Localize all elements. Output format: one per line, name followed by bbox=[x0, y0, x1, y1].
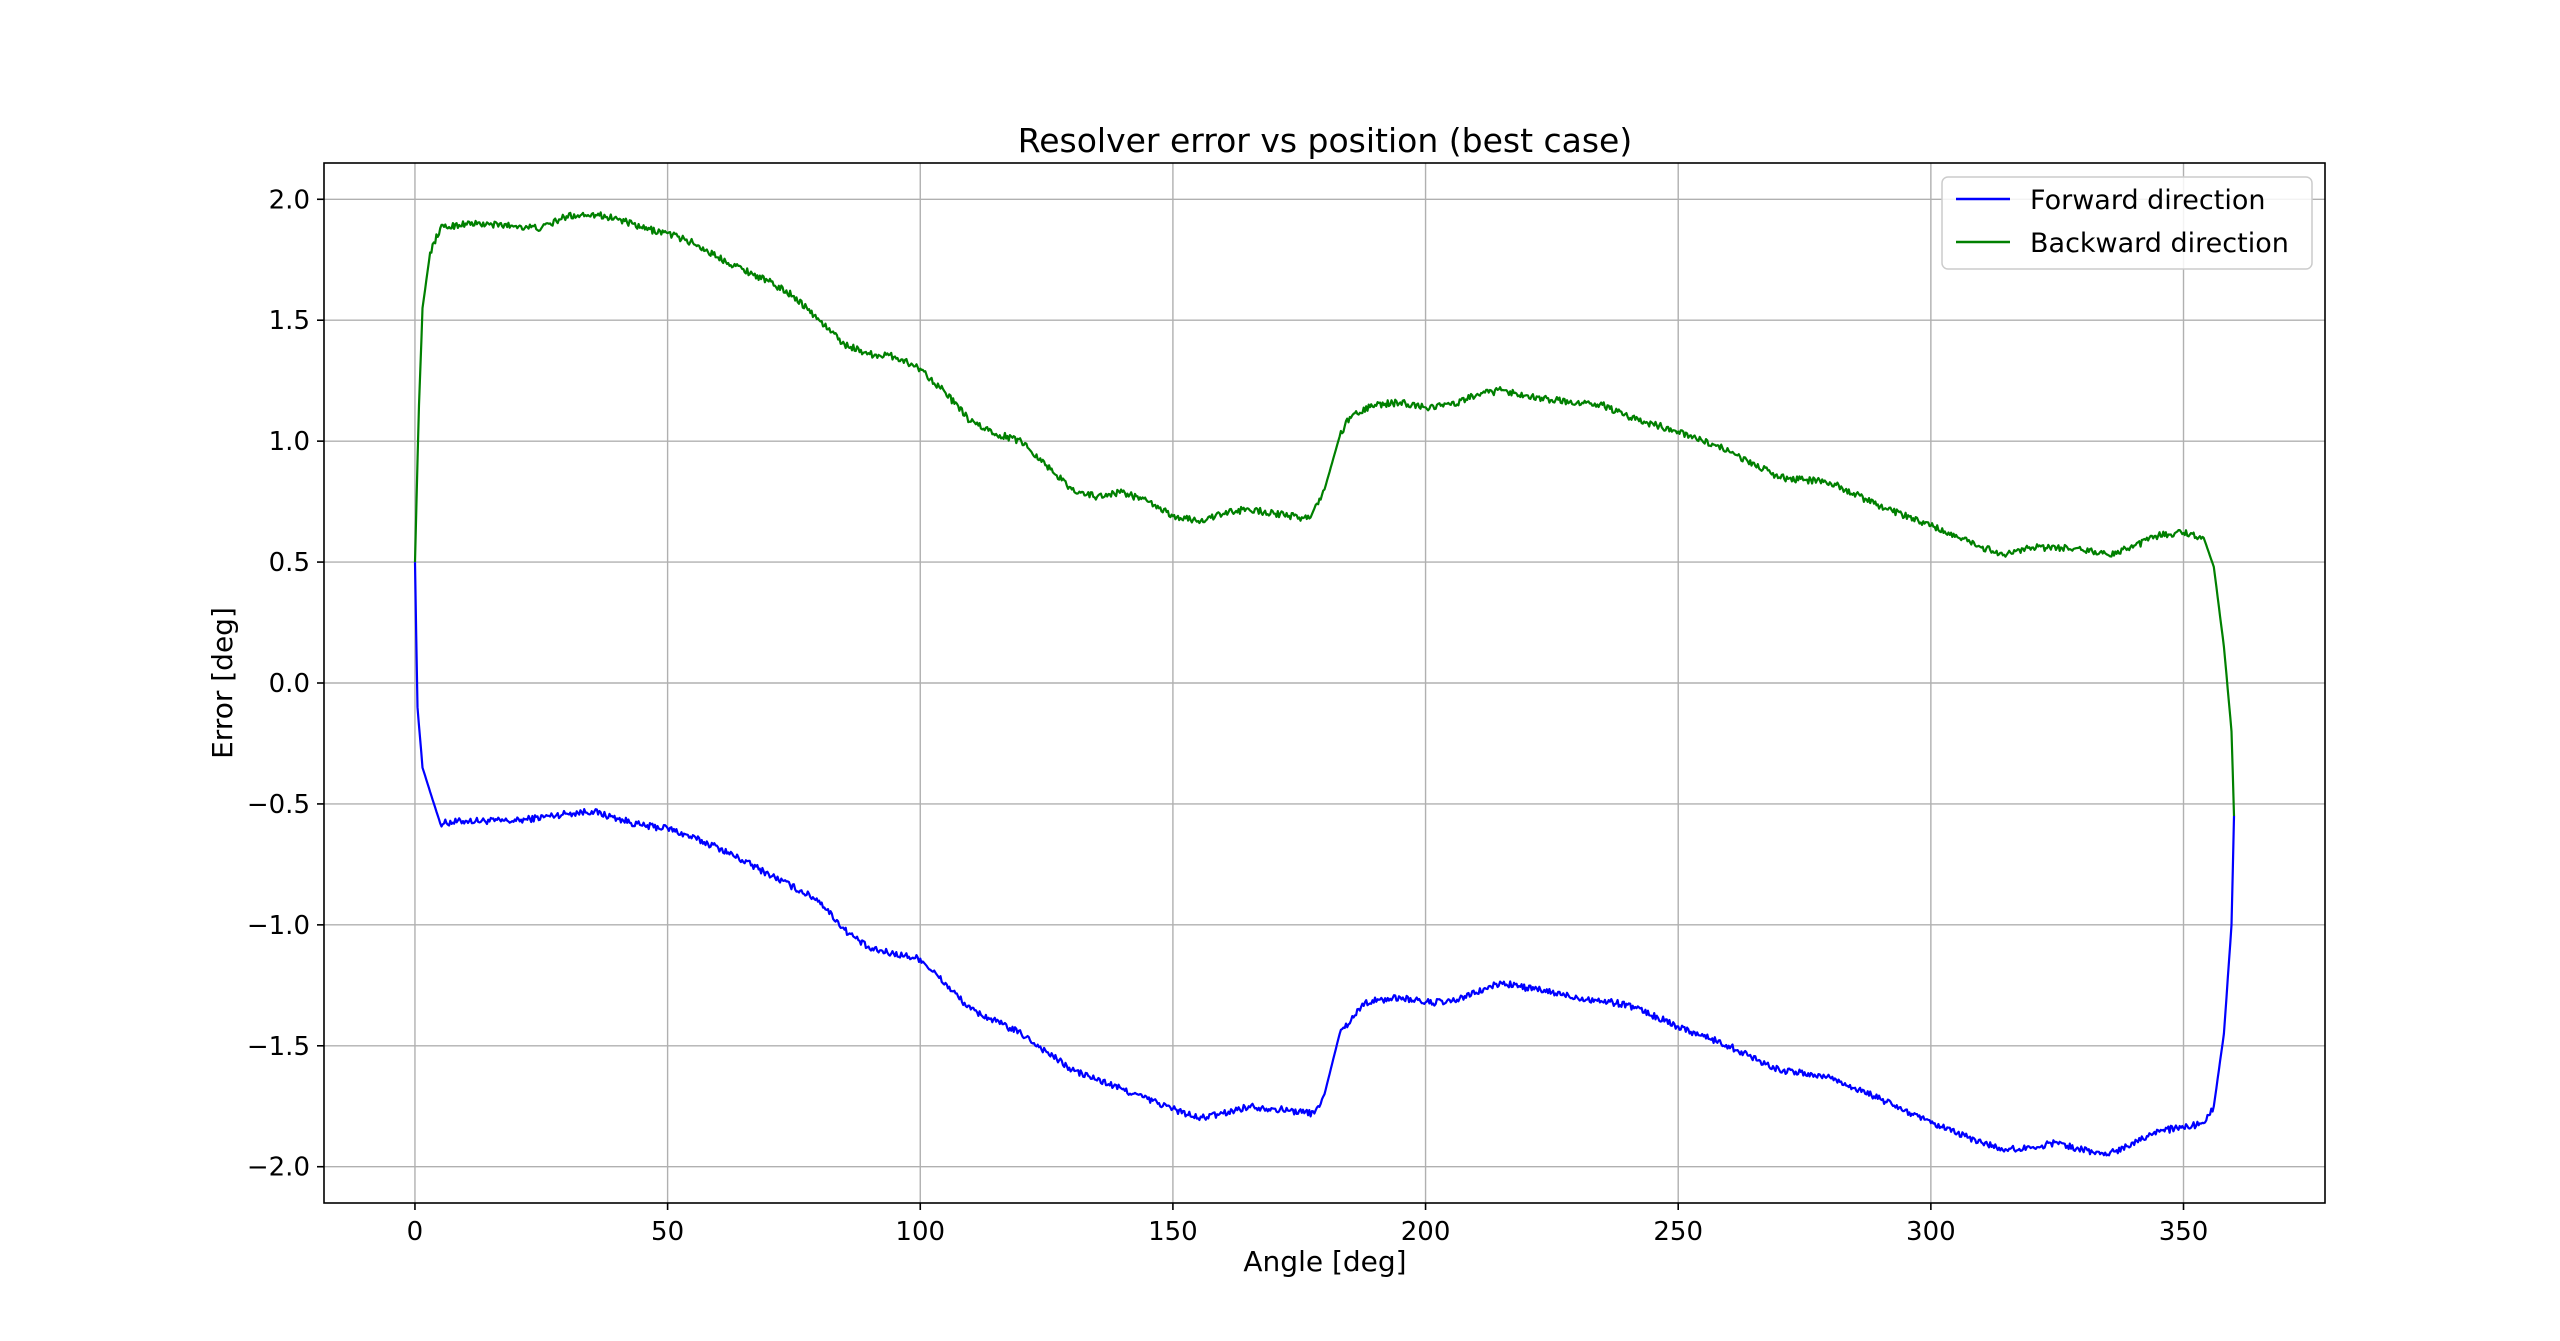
x-axis-ticks: 0 50 100 150 200 250 300 350 bbox=[407, 1203, 2209, 1247]
series-line-backward-direction bbox=[413, 211, 2236, 817]
y-tick-label: 1.0 bbox=[269, 427, 310, 457]
x-axis-label: Angle [deg] bbox=[1243, 1245, 1406, 1278]
y-tick-label: −1.0 bbox=[247, 911, 310, 941]
x-tick-label: 300 bbox=[1906, 1217, 1956, 1247]
x-tick-label: 350 bbox=[2159, 1217, 2209, 1247]
x-tick-label: 50 bbox=[651, 1217, 684, 1247]
y-axis-ticks: 2.0 1.5 1.0 0.5 0.0 −0.5 −1.0 −1.5 −2.0 bbox=[247, 185, 324, 1183]
legend: Forward direction Backward direction bbox=[1941, 176, 2313, 270]
series-line-forward-direction bbox=[413, 562, 2236, 1157]
y-axis-label: Error [deg] bbox=[206, 607, 239, 759]
y-tick-label: −0.5 bbox=[247, 790, 310, 820]
legend-label-forward: Forward direction bbox=[2030, 185, 2266, 216]
x-tick-label: 0 bbox=[407, 1217, 424, 1247]
x-tick-label: 150 bbox=[1148, 1217, 1198, 1247]
y-tick-label: 0.0 bbox=[269, 669, 310, 699]
chart-title: Resolver error vs position (best case) bbox=[1018, 121, 1632, 160]
y-tick-label: −1.5 bbox=[247, 1032, 310, 1062]
y-tick-label: −2.0 bbox=[247, 1153, 310, 1183]
legend-label-backward: Backward direction bbox=[2030, 228, 2289, 259]
legend-box bbox=[1941, 176, 2313, 270]
x-tick-label: 100 bbox=[895, 1217, 945, 1247]
y-tick-label: 2.0 bbox=[269, 185, 310, 215]
x-tick-label: 200 bbox=[1401, 1217, 1451, 1247]
grid bbox=[324, 163, 2325, 1203]
y-tick-label: 1.5 bbox=[269, 306, 310, 336]
series-lines bbox=[413, 211, 2236, 1157]
x-tick-label: 250 bbox=[1653, 1217, 1703, 1247]
y-tick-label: 0.5 bbox=[269, 548, 310, 578]
